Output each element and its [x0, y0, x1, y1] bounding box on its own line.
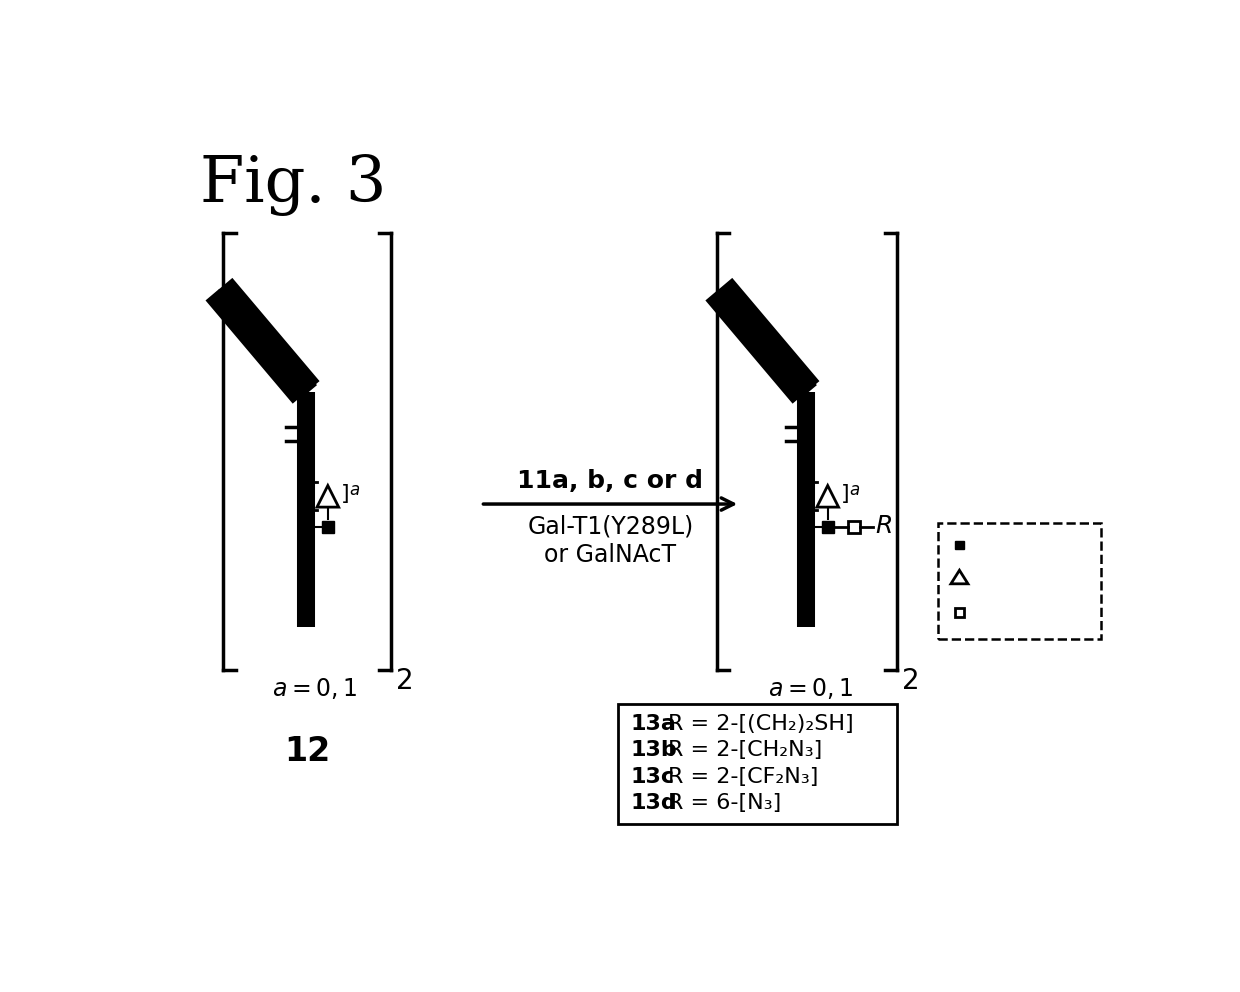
Text: R = 2-[(CH₂)₂SH]: R = 2-[(CH₂)₂SH]: [668, 714, 853, 734]
Text: 13d: 13d: [631, 793, 677, 812]
Text: ]: ]: [341, 484, 350, 504]
Text: or GalNAcT: or GalNAcT: [544, 543, 676, 566]
Text: R = 6-[N₃]: R = 6-[N₃]: [668, 793, 781, 812]
Text: R = 2-[CH₂N₃]: R = 2-[CH₂N₃]: [668, 740, 822, 761]
Bar: [821, 521, 833, 534]
Text: Fig. 3: Fig. 3: [200, 154, 387, 215]
Text: Fuc: Fuc: [976, 565, 1016, 589]
Text: $a = 0,1$: $a = 0,1$: [769, 676, 853, 700]
Text: R: R: [875, 514, 893, 538]
Bar: [955, 608, 963, 617]
Bar: [848, 521, 861, 534]
Text: Gal-T1(Y289L): Gal-T1(Y289L): [527, 515, 693, 539]
Text: 13a: 13a: [631, 714, 677, 734]
Text: 13b: 13b: [631, 740, 677, 761]
Text: a: a: [849, 481, 859, 499]
Text: a: a: [350, 481, 360, 499]
Text: 2: 2: [396, 667, 414, 694]
Text: $a = 0,1$: $a = 0,1$: [273, 676, 357, 700]
Bar: [619, 704, 898, 823]
Bar: [321, 521, 334, 534]
Text: 2: 2: [903, 667, 920, 694]
Text: GalNAc: GalNAc: [976, 599, 1061, 623]
Text: 12: 12: [284, 735, 330, 768]
Text: R = 2-[CF₂N₃]: R = 2-[CF₂N₃]: [668, 767, 818, 787]
Text: 11a, b, c or d: 11a, b, c or d: [517, 469, 703, 493]
Text: 13c: 13c: [631, 767, 675, 787]
Text: ]: ]: [841, 484, 849, 504]
Bar: [937, 524, 1101, 639]
Bar: [955, 541, 963, 550]
Text: GlcNAc: GlcNAc: [976, 532, 1060, 556]
